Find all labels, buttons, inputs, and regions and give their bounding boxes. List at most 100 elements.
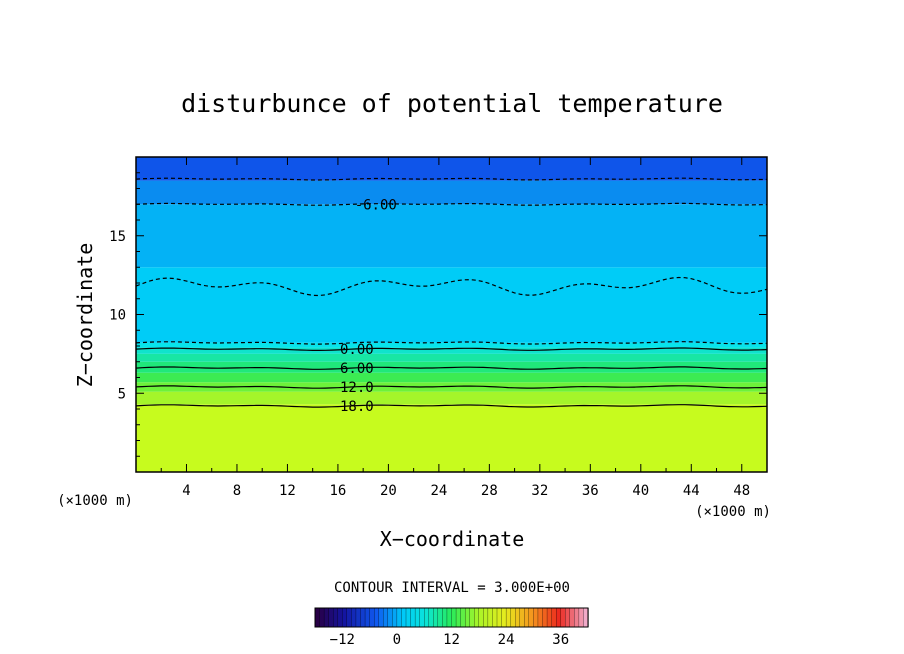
colorbar-cell (460, 607, 466, 628)
colorbar-cell (360, 607, 366, 628)
y-axis-label: Z−coordinate (73, 243, 97, 388)
colorbar-cell (528, 607, 535, 628)
colorbar-cell (437, 607, 444, 628)
x-tick-label: 48 (733, 483, 750, 499)
positive-contour (135, 404, 768, 408)
colorbar-cell (369, 607, 375, 628)
fill-band (136, 353, 767, 362)
colorbar: −12 0 12 24 36 (314, 607, 589, 648)
contour-label: 0.00 (340, 342, 374, 358)
colorbar-cell (355, 607, 362, 628)
colorbar-cell (569, 607, 575, 628)
colorbar-cell (478, 607, 484, 628)
colorbar-cell (410, 607, 416, 628)
contour-lines: -6.00 0.00 6.00 12.0 18.0 (135, 177, 768, 415)
x-tick-label: 24 (430, 483, 447, 499)
fill-band (136, 267, 767, 343)
positive-contour (135, 385, 768, 389)
colorbar-cell (424, 607, 430, 628)
colorbar-cell (496, 607, 503, 628)
colorbar-frame (314, 607, 589, 628)
colorbar-tick-label: 0 (393, 632, 401, 648)
colorbar-cell (464, 607, 471, 628)
colorbar-cell (328, 607, 334, 628)
colorbar-cell (515, 607, 521, 628)
contour-label: -6.00 (355, 197, 397, 213)
contour-label: 12.0 (340, 380, 374, 396)
colorbar-cell (323, 607, 330, 628)
colorbar-cell (524, 607, 530, 628)
colorbar-cell (510, 607, 516, 628)
colorbar-cell (519, 607, 525, 628)
colorbar-cell (487, 607, 494, 628)
fill-band (136, 391, 767, 405)
colorbar-cell (342, 607, 348, 628)
colorbar-cell (351, 607, 357, 628)
colorbar-cell (551, 607, 557, 628)
colorbar-cell (565, 607, 571, 628)
negative-contour (135, 177, 768, 181)
colorbar-cell (483, 607, 489, 628)
x-axis-label: X−coordinate (380, 527, 525, 551)
fill-band (136, 372, 767, 383)
colorbar-cell (346, 607, 353, 628)
colorbar-cell (533, 607, 539, 628)
x-tick-label: 36 (582, 483, 599, 499)
colorbar-cell (556, 607, 562, 628)
y-axis-unit: (×1000 m) (57, 493, 133, 509)
negative-contour (135, 276, 768, 297)
x-tick-label: 12 (279, 483, 296, 499)
x-tick-label: 4 (182, 483, 190, 499)
colorbar-cell (560, 607, 566, 628)
x-tick-label: 16 (329, 483, 346, 499)
fill-band (136, 157, 767, 181)
x-axis-unit: (×1000 m) (695, 504, 771, 520)
colorbar-cell (474, 607, 480, 628)
y-tick-label: 10 (109, 308, 126, 324)
colorbar-cell (333, 607, 339, 628)
colorbar-cell (505, 607, 512, 628)
y-tick-label: 15 (109, 229, 126, 245)
colorbar-cell (401, 607, 407, 628)
x-tick-label: 40 (632, 483, 649, 499)
colorbar-cell (314, 607, 321, 628)
contour-label: 18.0 (340, 399, 374, 415)
colorbar-cell (501, 607, 507, 628)
colorbar-cell (542, 607, 548, 628)
colorbar-cell (373, 607, 380, 628)
negative-contour (135, 341, 768, 345)
fill-band (136, 204, 767, 268)
colorbar-cell (319, 607, 325, 628)
colorbar-cell (387, 607, 393, 628)
colorbar-cell (546, 607, 553, 628)
colorbar-cell (578, 607, 585, 628)
colorbar-cell (396, 607, 403, 628)
colorbar-cell (455, 607, 462, 628)
colorbar-cell (405, 607, 412, 628)
colorbar-cell (537, 607, 544, 628)
colorbar-cell (414, 607, 421, 628)
fill-band (136, 180, 767, 205)
colorbar-tick-label: 12 (443, 632, 460, 648)
colorbar-cell (383, 607, 389, 628)
x-tick-label: 28 (481, 483, 498, 499)
colorbar-cell (451, 607, 457, 628)
x-tick-label: 8 (233, 483, 241, 499)
chart-title: disturbunce of potential temperature (181, 89, 723, 118)
colorbar-cell (378, 607, 384, 628)
colorbar-cell (419, 607, 425, 628)
colorbar-cell (469, 607, 475, 628)
colorbar-cell (428, 607, 434, 628)
colorbar-tick-label: 36 (552, 632, 569, 648)
x-tick-label: 32 (531, 483, 548, 499)
positive-contour (135, 347, 768, 351)
fill-band (136, 347, 767, 354)
colorbar-cell (446, 607, 453, 628)
colorbar-cell (574, 607, 580, 628)
colorbar-tick-label: −12 (330, 632, 355, 648)
fill-band (136, 404, 767, 472)
colorbar-tick-label: 24 (498, 632, 515, 648)
contour-label: 6.00 (340, 361, 374, 377)
